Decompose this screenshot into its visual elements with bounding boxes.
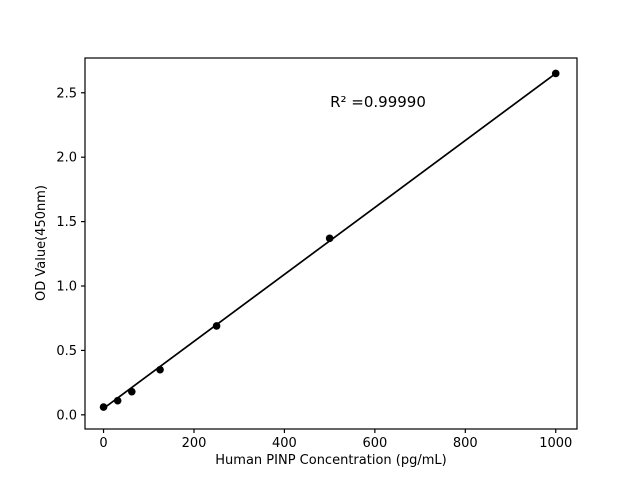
x-tick-label: 600 <box>362 436 387 451</box>
y-tick-label: 2.0 <box>56 151 77 166</box>
data-point <box>128 387 136 396</box>
y-tick-label: 0.0 <box>56 408 77 423</box>
y-tick-label: 2.5 <box>56 86 77 101</box>
y-axis-label: OD Value(450nm) <box>34 185 49 301</box>
data-point <box>99 403 108 411</box>
x-axis-label: Human PINP Concentration (pg/mL) <box>215 453 446 468</box>
x-tick-label: 800 <box>453 436 478 451</box>
x-tick-label: 1000 <box>539 436 572 451</box>
x-tick-label: 0 <box>99 436 107 451</box>
data-point <box>551 69 560 78</box>
axes-spines <box>84 57 578 430</box>
chart-dynamic-layer: 0 200 400 600 800 1000 0.0 0.5 1.0 1.5 2.0 2.5 <box>56 69 572 451</box>
data-point <box>325 234 334 243</box>
data-point <box>212 322 221 330</box>
y-tick-label: 1.5 <box>56 215 77 230</box>
data-point <box>156 365 164 374</box>
x-tick-label: 200 <box>182 436 207 451</box>
x-tick-label: 400 <box>272 436 297 451</box>
r-squared-annotation: R² =0.99990 <box>330 93 426 111</box>
y-tick-label: 1.0 <box>56 280 77 295</box>
y-tick-label: 0.5 <box>56 344 77 359</box>
data-point <box>113 396 122 405</box>
